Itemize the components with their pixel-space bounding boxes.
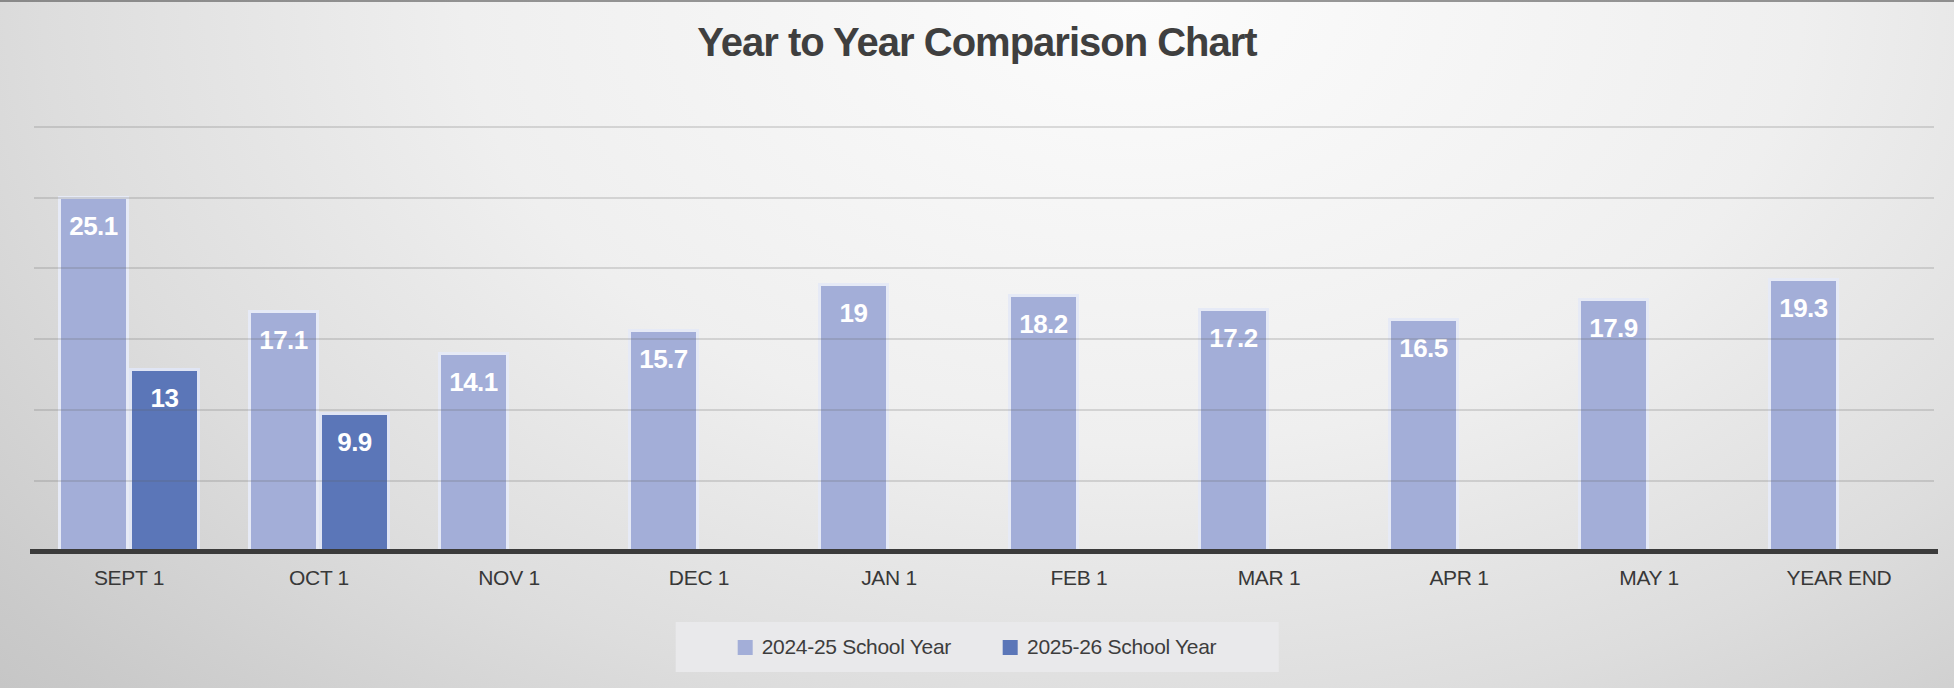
slide-top-edge [0, 0, 1954, 2]
bar: 13 [129, 368, 200, 552]
bar-group: 19.3 [1744, 97, 1934, 552]
x-axis-label: MAY 1 [1554, 566, 1744, 590]
bar: 17.2 [1198, 308, 1269, 552]
bar-group: 14.1 [414, 97, 604, 552]
bar-value-label: 18.2 [1019, 309, 1068, 340]
x-axis-label: MAR 1 [1174, 566, 1364, 590]
bar: 19.3 [1768, 278, 1839, 552]
legend-label: 2025-26 School Year [1027, 635, 1216, 659]
x-axis-label: SEPT 1 [34, 566, 224, 590]
bar-value-label: 9.9 [337, 427, 372, 458]
plot-area: 25.1 13 17.1 9.9 14.1 15.7 19 18.2 17.2 16.5 17.9 1… [34, 97, 1934, 552]
x-axis-label: DEC 1 [604, 566, 794, 590]
bar-value-label: 17.2 [1209, 323, 1258, 354]
x-axis-labels: SEPT 1OCT 1NOV 1DEC 1JAN 1FEB 1MAR 1APR … [34, 566, 1934, 590]
bar-group: 19 [794, 97, 984, 552]
x-axis-label: JAN 1 [794, 566, 984, 590]
legend-swatch-icon [1003, 640, 1018, 655]
x-axis-label: OCT 1 [224, 566, 414, 590]
bar-group: 25.1 13 [34, 97, 224, 552]
bar-value-label: 15.7 [639, 344, 688, 375]
bar: 15.7 [628, 329, 699, 552]
bar-value-label: 16.5 [1399, 333, 1448, 364]
legend: 2024-25 School Year 2025-26 School Year [676, 622, 1279, 672]
x-axis-label: FEB 1 [984, 566, 1174, 590]
bar: 19 [818, 283, 889, 552]
bar-group: 16.5 [1364, 97, 1554, 552]
slide-background: { "title": "Year to Year Comparison Char… [0, 0, 1954, 688]
legend-swatch-icon [738, 640, 753, 655]
x-axis-line [30, 549, 1938, 554]
bar-value-label: 17.1 [259, 325, 308, 356]
bar-value-label: 25.1 [69, 211, 118, 242]
bar-groups: 25.1 13 17.1 9.9 14.1 15.7 19 18.2 17.2 16.5 17.9 1… [34, 97, 1934, 552]
bar-value-label: 17.9 [1589, 313, 1638, 344]
legend-label: 2024-25 School Year [762, 635, 951, 659]
bar: 17.9 [1578, 298, 1649, 552]
x-axis-label: NOV 1 [414, 566, 604, 590]
bar-group: 17.2 [1174, 97, 1364, 552]
bar-group: 15.7 [604, 97, 794, 552]
bar: 16.5 [1388, 318, 1459, 552]
bar-value-label: 13 [151, 383, 179, 414]
legend-item: 2025-26 School Year [1003, 635, 1216, 659]
bar: 9.9 [319, 412, 390, 552]
x-axis-label: YEAR END [1744, 566, 1934, 590]
legend-item: 2024-25 School Year [738, 635, 951, 659]
bar: 17.1 [248, 310, 319, 552]
bar-group: 18.2 [984, 97, 1174, 552]
chart-title: Year to Year Comparison Chart [0, 20, 1954, 65]
bar-group: 17.9 [1554, 97, 1744, 552]
bar-group: 17.1 9.9 [224, 97, 414, 552]
bar: 25.1 [58, 196, 129, 552]
bar-value-label: 14.1 [449, 367, 498, 398]
bar: 18.2 [1008, 294, 1079, 552]
bar: 14.1 [438, 352, 509, 552]
bar-value-label: 19 [840, 298, 868, 329]
bar-value-label: 19.3 [1779, 293, 1828, 324]
x-axis-label: APR 1 [1364, 566, 1554, 590]
